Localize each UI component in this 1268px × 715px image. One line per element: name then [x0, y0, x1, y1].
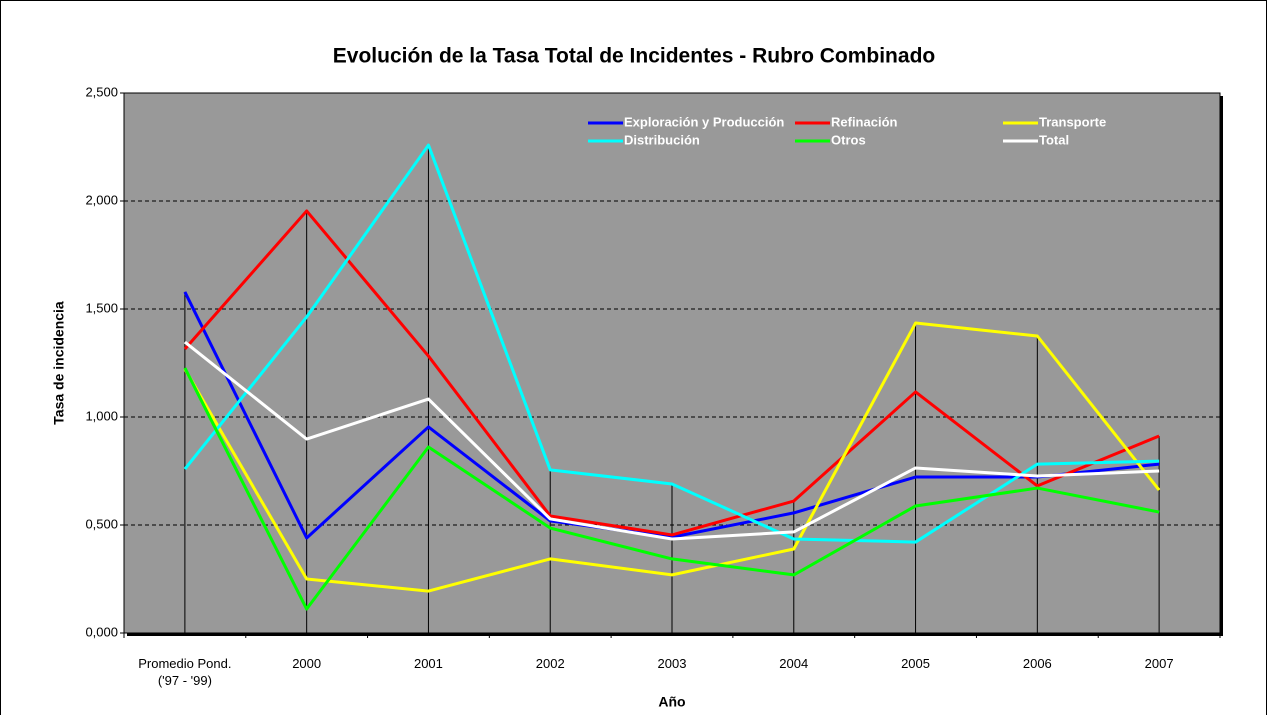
series-line — [183, 367, 1160, 611]
y-tick-label: 1,500 — [85, 300, 118, 315]
x-tick-label: 2007 — [1144, 656, 1174, 671]
series-line — [183, 321, 1161, 593]
x-tick-label: 2005 — [901, 656, 930, 671]
x-tick-label: 2001 — [413, 656, 443, 671]
legend-label: Otros — [831, 132, 866, 147]
x-tick-label: 2003 — [657, 656, 687, 671]
y-tick-label: 2,000 — [85, 192, 118, 207]
legend-label: Refinación — [831, 114, 898, 129]
y-tick-label: 1,000 — [85, 408, 118, 423]
x-axis-label: Año — [658, 694, 685, 710]
y-tick-label: 0,000 — [85, 624, 118, 639]
y-axis-label: Tasa de incidencia — [51, 301, 67, 425]
x-tick-label: 2006 — [1022, 656, 1052, 671]
x-tick-label: 2002 — [535, 656, 565, 671]
legend-label: Distribución — [624, 132, 700, 147]
legend-label: Transporte — [1039, 114, 1106, 129]
series-line — [183, 340, 1160, 541]
x-tick-label: 2000 — [292, 656, 322, 671]
x-tick-label: Promedio Pond.('97 - '99) — [138, 656, 232, 688]
legend-label: Total — [1039, 132, 1069, 147]
y-tick-label: 0,500 — [85, 516, 118, 531]
series-line — [183, 291, 1160, 540]
chart-title: Evolución de la Tasa Total de Incidentes… — [333, 45, 935, 68]
x-tick-label: 2004 — [779, 656, 809, 671]
y-tick-label: 2,500 — [85, 84, 118, 99]
series-line — [183, 143, 1160, 544]
legend-label: Exploración y Producción — [624, 114, 784, 129]
